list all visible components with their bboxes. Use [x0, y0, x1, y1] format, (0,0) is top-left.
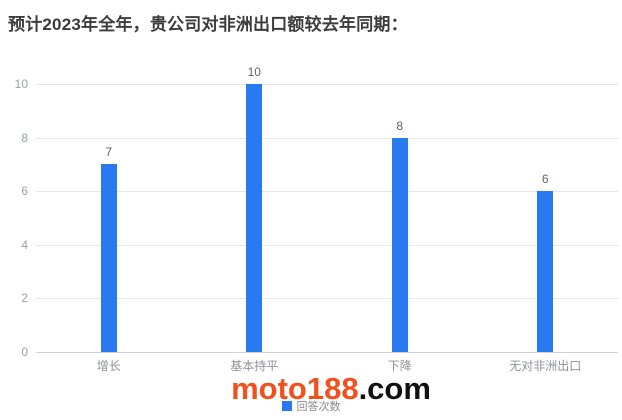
watermark-suffix: .com — [358, 371, 431, 406]
y-axis-labels: 0 2 4 6 8 10 — [0, 77, 28, 359]
bar-基本持平 — [246, 84, 263, 352]
y-tick-label-2: 2 — [21, 291, 28, 306]
bar-slot: 8 — [327, 84, 473, 352]
x-tick-label-2: 基本持平 — [230, 359, 279, 373]
y-tick-label-8: 8 — [21, 130, 28, 145]
gridline-y2 — [36, 298, 618, 300]
bar-增长 — [100, 164, 117, 352]
x-tick-label-4: 无对非洲出口 — [509, 359, 582, 373]
y-tick-label-10: 10 — [14, 77, 28, 91]
bar-slot: 7 — [36, 84, 182, 352]
gridline-y6 — [36, 191, 618, 193]
bar-value-label: 8 — [396, 118, 404, 133]
legend-swatch-icon — [281, 401, 292, 411]
gridline-y4 — [36, 244, 618, 246]
gridline-y0 — [36, 352, 618, 353]
x-tick-label-3: 下降 — [387, 359, 412, 373]
legend-label: 回答次数 — [296, 401, 341, 413]
gridline-y8 — [36, 137, 618, 139]
chart-title: 预计2023年全年，贵公司对非洲出口额较去年同期： — [8, 15, 408, 34]
bar-slot: 6 — [473, 84, 619, 352]
watermark: moto188.com — [231, 371, 431, 407]
bar-无对非洲出口 — [537, 191, 554, 352]
bar-value-label: 7 — [105, 145, 113, 160]
y-tick-label-4: 4 — [21, 237, 28, 252]
bar-value-label: 6 — [541, 172, 549, 187]
plot-area: 7 10 8 6 — [36, 65, 619, 353]
bar-下降 — [391, 137, 408, 352]
x-tick-label-1: 增长 — [96, 359, 121, 373]
bar-value-label: 10 — [247, 65, 261, 79]
bar-slot: 10 — [182, 65, 328, 352]
watermark-brand: moto188 — [231, 371, 359, 406]
y-tick-label-0: 0 — [21, 345, 28, 359]
x-axis-labels: 增长 基本持平 下降 无对非洲出口 — [36, 357, 618, 373]
y-tick-label-6: 6 — [21, 184, 28, 199]
legend: 回答次数 — [0, 398, 622, 414]
gridline-y10 — [36, 84, 618, 85]
